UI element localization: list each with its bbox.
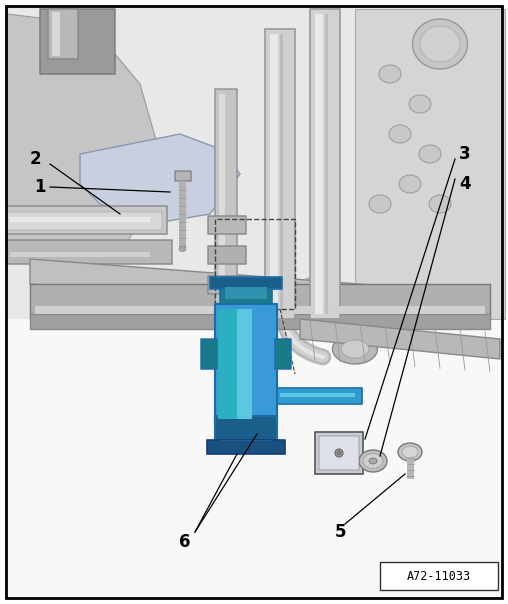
Text: 4: 4	[459, 175, 471, 193]
Bar	[52, 12, 60, 56]
Ellipse shape	[369, 195, 391, 213]
FancyBboxPatch shape	[225, 287, 267, 299]
Ellipse shape	[379, 65, 401, 83]
FancyBboxPatch shape	[218, 309, 238, 419]
Text: 6: 6	[179, 533, 190, 551]
FancyBboxPatch shape	[275, 339, 291, 369]
Text: 1: 1	[34, 178, 46, 196]
Ellipse shape	[359, 450, 387, 472]
Bar	[10, 217, 150, 222]
FancyBboxPatch shape	[175, 171, 191, 181]
Bar	[35, 306, 485, 314]
Bar	[179, 181, 186, 249]
Text: 2: 2	[29, 150, 41, 168]
Ellipse shape	[363, 454, 383, 469]
FancyBboxPatch shape	[237, 309, 252, 419]
FancyBboxPatch shape	[215, 89, 237, 319]
Ellipse shape	[335, 449, 343, 457]
FancyBboxPatch shape	[310, 9, 340, 319]
FancyBboxPatch shape	[210, 277, 282, 289]
FancyBboxPatch shape	[208, 216, 246, 234]
FancyBboxPatch shape	[215, 416, 277, 446]
Bar	[315, 14, 323, 314]
Bar	[407, 452, 414, 479]
Ellipse shape	[389, 125, 411, 143]
Bar	[355, 9, 505, 319]
FancyBboxPatch shape	[48, 9, 78, 59]
FancyBboxPatch shape	[201, 339, 217, 369]
Ellipse shape	[399, 175, 421, 193]
Bar	[380, 562, 498, 590]
FancyBboxPatch shape	[215, 304, 277, 424]
Bar	[219, 94, 225, 314]
Bar	[325, 14, 328, 314]
Ellipse shape	[369, 458, 377, 464]
FancyBboxPatch shape	[315, 432, 363, 474]
Bar	[270, 34, 278, 314]
FancyBboxPatch shape	[7, 206, 167, 234]
Ellipse shape	[333, 334, 377, 364]
Bar	[215, 219, 295, 309]
FancyBboxPatch shape	[208, 276, 246, 294]
FancyBboxPatch shape	[7, 240, 172, 264]
FancyBboxPatch shape	[7, 212, 162, 230]
Ellipse shape	[420, 26, 460, 62]
FancyBboxPatch shape	[208, 246, 246, 264]
Text: 3: 3	[459, 145, 471, 163]
Ellipse shape	[409, 95, 431, 113]
Polygon shape	[7, 14, 160, 254]
Bar	[30, 284, 490, 319]
FancyBboxPatch shape	[207, 440, 285, 454]
Bar	[280, 34, 283, 314]
Ellipse shape	[419, 145, 441, 163]
Ellipse shape	[337, 451, 341, 455]
Text: A72-11033: A72-11033	[407, 570, 471, 582]
Bar	[7, 319, 501, 597]
Polygon shape	[30, 259, 490, 319]
FancyBboxPatch shape	[319, 436, 359, 470]
Bar	[10, 252, 150, 257]
Ellipse shape	[398, 443, 422, 461]
Bar	[7, 7, 501, 319]
Ellipse shape	[341, 340, 369, 358]
Bar	[30, 314, 490, 329]
FancyBboxPatch shape	[265, 29, 295, 319]
FancyBboxPatch shape	[40, 9, 115, 74]
Ellipse shape	[412, 19, 467, 69]
Ellipse shape	[429, 195, 451, 213]
FancyBboxPatch shape	[220, 282, 272, 304]
Polygon shape	[300, 319, 500, 359]
Ellipse shape	[402, 446, 418, 458]
Polygon shape	[80, 134, 240, 224]
Text: 5: 5	[334, 523, 346, 541]
Ellipse shape	[179, 246, 186, 251]
FancyBboxPatch shape	[277, 388, 362, 404]
Bar	[280, 393, 355, 397]
